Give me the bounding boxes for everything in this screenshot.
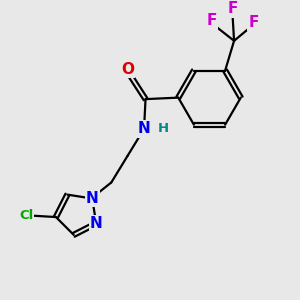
Text: Cl: Cl [19,209,33,222]
Text: N: N [138,122,150,136]
Text: N: N [90,216,103,231]
Text: F: F [227,2,238,16]
Text: O: O [121,62,134,77]
Text: H: H [158,122,169,135]
Text: F: F [207,14,217,28]
Text: F: F [248,15,259,30]
Text: N: N [86,191,99,206]
